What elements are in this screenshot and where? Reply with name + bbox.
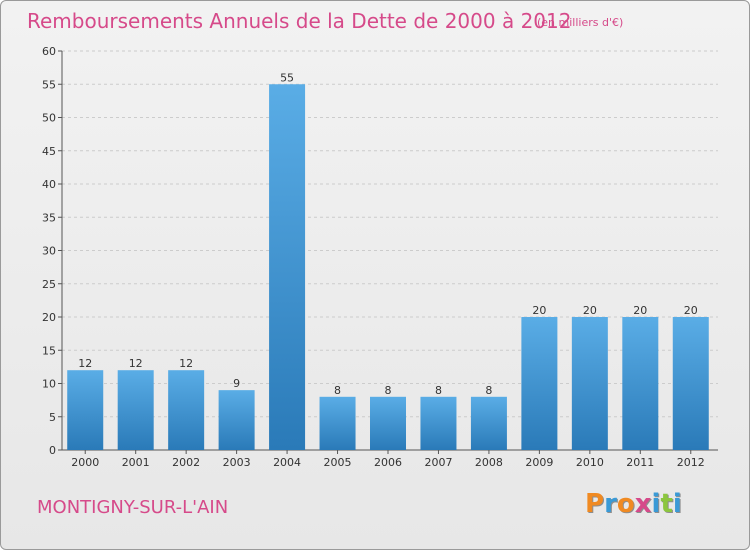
logo-letter: o [616,489,635,519]
data-label: 9 [233,377,240,390]
x-tick-label: 2012 [677,456,705,469]
data-label: 20 [633,304,647,317]
data-label: 8 [385,384,392,397]
y-tick-label: 5 [49,411,56,424]
x-tick-label: 2003 [223,456,251,469]
bar [218,390,255,450]
y-tick-label: 15 [42,344,56,357]
logo-letter: t [660,489,673,519]
data-label: 12 [129,357,143,370]
data-label: 12 [78,357,92,370]
y-tick-label: 0 [49,444,56,457]
data-label: 20 [583,304,597,317]
x-tick-label: 2007 [424,456,452,469]
bar [420,396,457,450]
bar [168,370,205,450]
x-tick-label: 2005 [324,456,352,469]
bar [370,396,406,450]
bar [67,370,104,450]
data-label: 20 [532,304,546,317]
bar [319,396,356,450]
logo-letter: i [651,489,661,519]
city-name: MONTIGNY-SUR-L'AIN [37,497,229,518]
data-label: 8 [485,384,492,397]
y-tick-label: 40 [42,178,56,191]
bar [117,370,154,450]
x-tick-label: 2008 [475,456,503,469]
logo-letter: r [604,489,617,519]
logo-letter: x [634,489,652,519]
y-tick-label: 30 [42,245,56,258]
data-label: 8 [435,384,442,397]
y-tick-label: 10 [42,378,56,391]
bar [470,396,507,450]
x-tick-label: 2009 [525,456,553,469]
x-tick-label: 2002 [172,456,200,469]
x-tick-label: 2000 [71,456,99,469]
y-tick-label: 55 [42,78,56,91]
x-tick-label: 2006 [374,456,402,469]
x-tick-label: 2011 [626,456,654,469]
x-tick-label: 2010 [576,456,604,469]
bar [269,84,306,450]
y-tick-label: 20 [42,311,56,324]
data-label: 55 [280,71,294,84]
x-tick-label: 2001 [122,456,150,469]
bar [521,317,558,450]
y-tick-label: 60 [42,45,56,58]
data-label: 12 [179,357,193,370]
bar [571,317,608,450]
data-label: 8 [334,384,341,397]
y-tick-label: 50 [42,112,56,125]
y-tick-label: 25 [42,278,56,291]
chart-unit: (en milliers d'€) [537,16,624,29]
data-label: 20 [684,304,698,317]
x-tick-label: 2004 [273,456,301,469]
chart-title: Remboursements Annuels de la Dette de 20… [27,9,572,33]
y-tick-label: 45 [42,145,56,158]
logo-letter: P [585,489,605,519]
proxiti-logo: Proxiti [585,489,682,519]
bar [622,317,659,450]
logo-letter: i [672,489,682,519]
bar [672,317,709,450]
y-tick-label: 35 [42,211,56,224]
